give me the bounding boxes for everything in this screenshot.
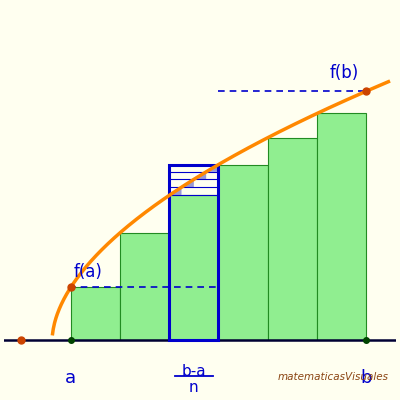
Bar [120,233,169,340]
Text: matematicasVisuales: matematicasVisuales [278,372,388,382]
Bar [169,187,182,195]
Text: n: n [189,380,199,395]
Text: f(b): f(b) [329,64,358,82]
Polygon shape [182,179,194,187]
Text: a: a [65,369,76,387]
Text: b-a: b-a [182,364,206,379]
Bar [182,179,194,187]
Bar [206,164,218,172]
Bar [194,172,206,179]
Polygon shape [206,164,218,172]
Text: b: b [360,369,372,387]
Text: f(a): f(a) [74,263,102,281]
Bar [218,164,268,340]
Bar [169,195,218,340]
Bar [268,138,317,340]
Bar [169,164,218,340]
Bar [71,288,120,340]
Bar [317,114,366,340]
Polygon shape [194,172,206,179]
Polygon shape [169,187,182,195]
